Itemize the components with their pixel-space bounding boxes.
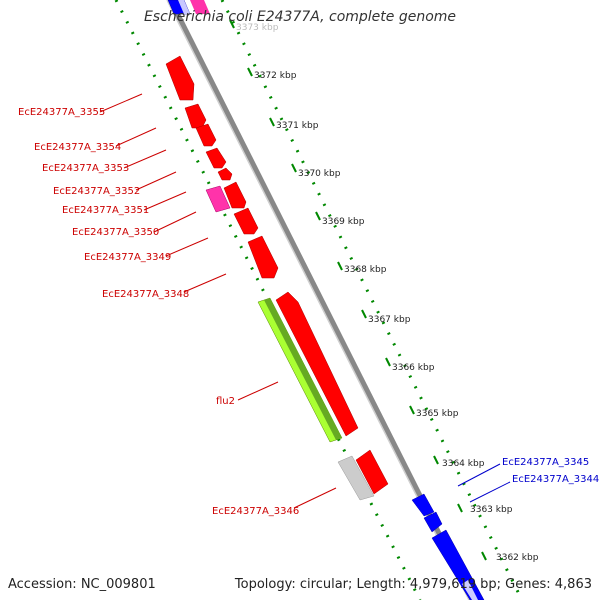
gene-label-leader <box>165 237 209 257</box>
tick-label: 3364 kbp <box>442 459 485 469</box>
gene-EcE24377A_3354 <box>184 103 207 129</box>
gene-label-leader <box>153 211 197 233</box>
gene-label-EcE24377A_3351: EcE24377A_3351 <box>62 205 149 216</box>
gene-EcE24377A_3346 <box>355 449 389 495</box>
gene-EcE24377A_3350-pink <box>205 185 231 213</box>
gene-track <box>165 0 485 601</box>
gene-EcE24377A_3352 <box>205 147 227 169</box>
gene-EcE24377A_3351 <box>217 167 233 181</box>
gene-label-EcE24377A_3353: EcE24377A_3353 <box>42 163 129 174</box>
accession-text: Accession: NC_009801 <box>8 577 156 592</box>
tick-mark <box>291 163 297 173</box>
gene-flu2 <box>275 291 359 437</box>
left-guide-inner <box>152 0 450 600</box>
topology-text: Topology: circular; Length: 4,979,619 bp… <box>234 577 592 592</box>
gene-blue-bottom-faded <box>462 580 478 600</box>
gene-EcE24377A_3355 <box>165 55 195 101</box>
tick-mark <box>361 309 367 319</box>
tick-mark <box>247 67 253 77</box>
gene-label-EcE24377A_3346: EcE24377A_3346 <box>212 506 299 517</box>
gene-label-flu2: flu2 <box>216 396 235 407</box>
gene-EcE24377A_3345 <box>411 493 435 517</box>
gene-label-leader <box>143 191 187 211</box>
gene-label-leader <box>99 93 143 113</box>
gene-label-EcE24377A_3344: EcE24377A_3344 <box>512 474 599 485</box>
tick-mark <box>269 117 275 127</box>
gene-label-EcE24377A_3349: EcE24377A_3349 <box>84 252 171 263</box>
gene-EcE24377A_3344 <box>423 511 443 533</box>
tick-label: 3363 kbp <box>470 505 513 515</box>
gene-label-leader <box>115 127 157 147</box>
gene-label-leader <box>123 149 167 169</box>
gene-label-leader <box>237 381 279 401</box>
gene-EcE24377A_3353 <box>195 123 217 147</box>
gene-label-EcE24377A_3352: EcE24377A_3352 <box>53 186 140 197</box>
gene-EcE24377A_3350 <box>223 181 247 209</box>
tick-label: 3373 kbp <box>236 23 279 33</box>
tick-label: 3369 kbp <box>322 217 365 227</box>
gene-label-leader <box>293 487 337 509</box>
gene-label-EcE24377A_3350: EcE24377A_3350 <box>72 227 159 238</box>
gene-grey <box>337 455 375 501</box>
tick-label: 3367 kbp <box>368 315 411 325</box>
tick-label: 3371 kbp <box>276 121 319 131</box>
gene-label-EcE24377A_3355: EcE24377A_3355 <box>18 107 105 118</box>
scale-axis: 3373 kbp 3372 kbp 3371 kbp 3370 kbp 3369… <box>229 19 539 563</box>
gene-labels: EcE24377A_3355 EcE24377A_3354 EcE24377A_… <box>18 93 599 517</box>
gene-label-EcE24377A_3345: EcE24377A_3345 <box>502 457 589 468</box>
gene-label-leader <box>183 273 227 293</box>
tick-label: 3368 kbp <box>344 265 387 275</box>
gene-EcE24377A_3348 <box>247 235 279 279</box>
tick-label: 3362 kbp <box>496 553 539 563</box>
gene-label-leader <box>135 171 177 191</box>
tick-label: 3365 kbp <box>416 409 459 419</box>
gene-blue-top-faded <box>178 0 190 14</box>
tick-label: 3366 kbp <box>392 363 435 373</box>
tick-mark <box>433 455 439 465</box>
gene-flu2-green-dark <box>264 298 342 440</box>
tick-mark <box>481 551 487 561</box>
gene-label-EcE24377A_3348: EcE24377A_3348 <box>102 289 189 300</box>
gene-pink-top <box>190 0 210 14</box>
gene-label-leader <box>469 481 511 503</box>
tick-mark <box>229 19 235 29</box>
page-title: Escherichia coli E24377A, complete genom… <box>143 9 457 25</box>
tick-mark <box>385 357 391 367</box>
tick-mark <box>457 503 463 513</box>
gene-label-EcE24377A_3354: EcE24377A_3354 <box>34 142 121 153</box>
gene-label-leader <box>457 463 501 487</box>
tick-mark <box>409 405 415 415</box>
gene-EcE24377A_3349 <box>233 207 259 235</box>
tick-mark <box>337 261 343 271</box>
tick-mark <box>315 211 321 221</box>
tick-label: 3372 kbp <box>254 71 297 81</box>
tick-label: 3370 kbp <box>298 169 341 179</box>
